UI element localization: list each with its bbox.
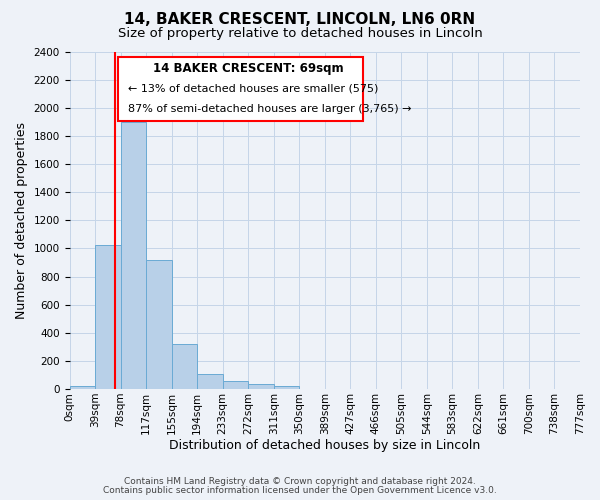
X-axis label: Distribution of detached houses by size in Lincoln: Distribution of detached houses by size … xyxy=(169,440,481,452)
Bar xyxy=(197,374,223,389)
Bar xyxy=(70,386,95,389)
FancyBboxPatch shape xyxy=(118,56,363,120)
Bar xyxy=(248,384,274,389)
Bar xyxy=(223,382,248,389)
Bar xyxy=(95,245,121,389)
Bar xyxy=(274,386,299,389)
Bar xyxy=(146,260,172,389)
Text: Contains HM Land Registry data © Crown copyright and database right 2024.: Contains HM Land Registry data © Crown c… xyxy=(124,477,476,486)
Y-axis label: Number of detached properties: Number of detached properties xyxy=(15,122,28,319)
Text: Size of property relative to detached houses in Lincoln: Size of property relative to detached ho… xyxy=(118,28,482,40)
Text: 87% of semi-detached houses are larger (3,765) →: 87% of semi-detached houses are larger (… xyxy=(128,104,412,114)
Text: Contains public sector information licensed under the Open Government Licence v3: Contains public sector information licen… xyxy=(103,486,497,495)
Text: 14 BAKER CRESCENT: 69sqm: 14 BAKER CRESCENT: 69sqm xyxy=(153,62,344,74)
Text: 14, BAKER CRESCENT, LINCOLN, LN6 0RN: 14, BAKER CRESCENT, LINCOLN, LN6 0RN xyxy=(124,12,476,28)
Bar xyxy=(121,122,146,389)
Text: ← 13% of detached houses are smaller (575): ← 13% of detached houses are smaller (57… xyxy=(128,84,379,94)
Bar xyxy=(172,344,197,389)
